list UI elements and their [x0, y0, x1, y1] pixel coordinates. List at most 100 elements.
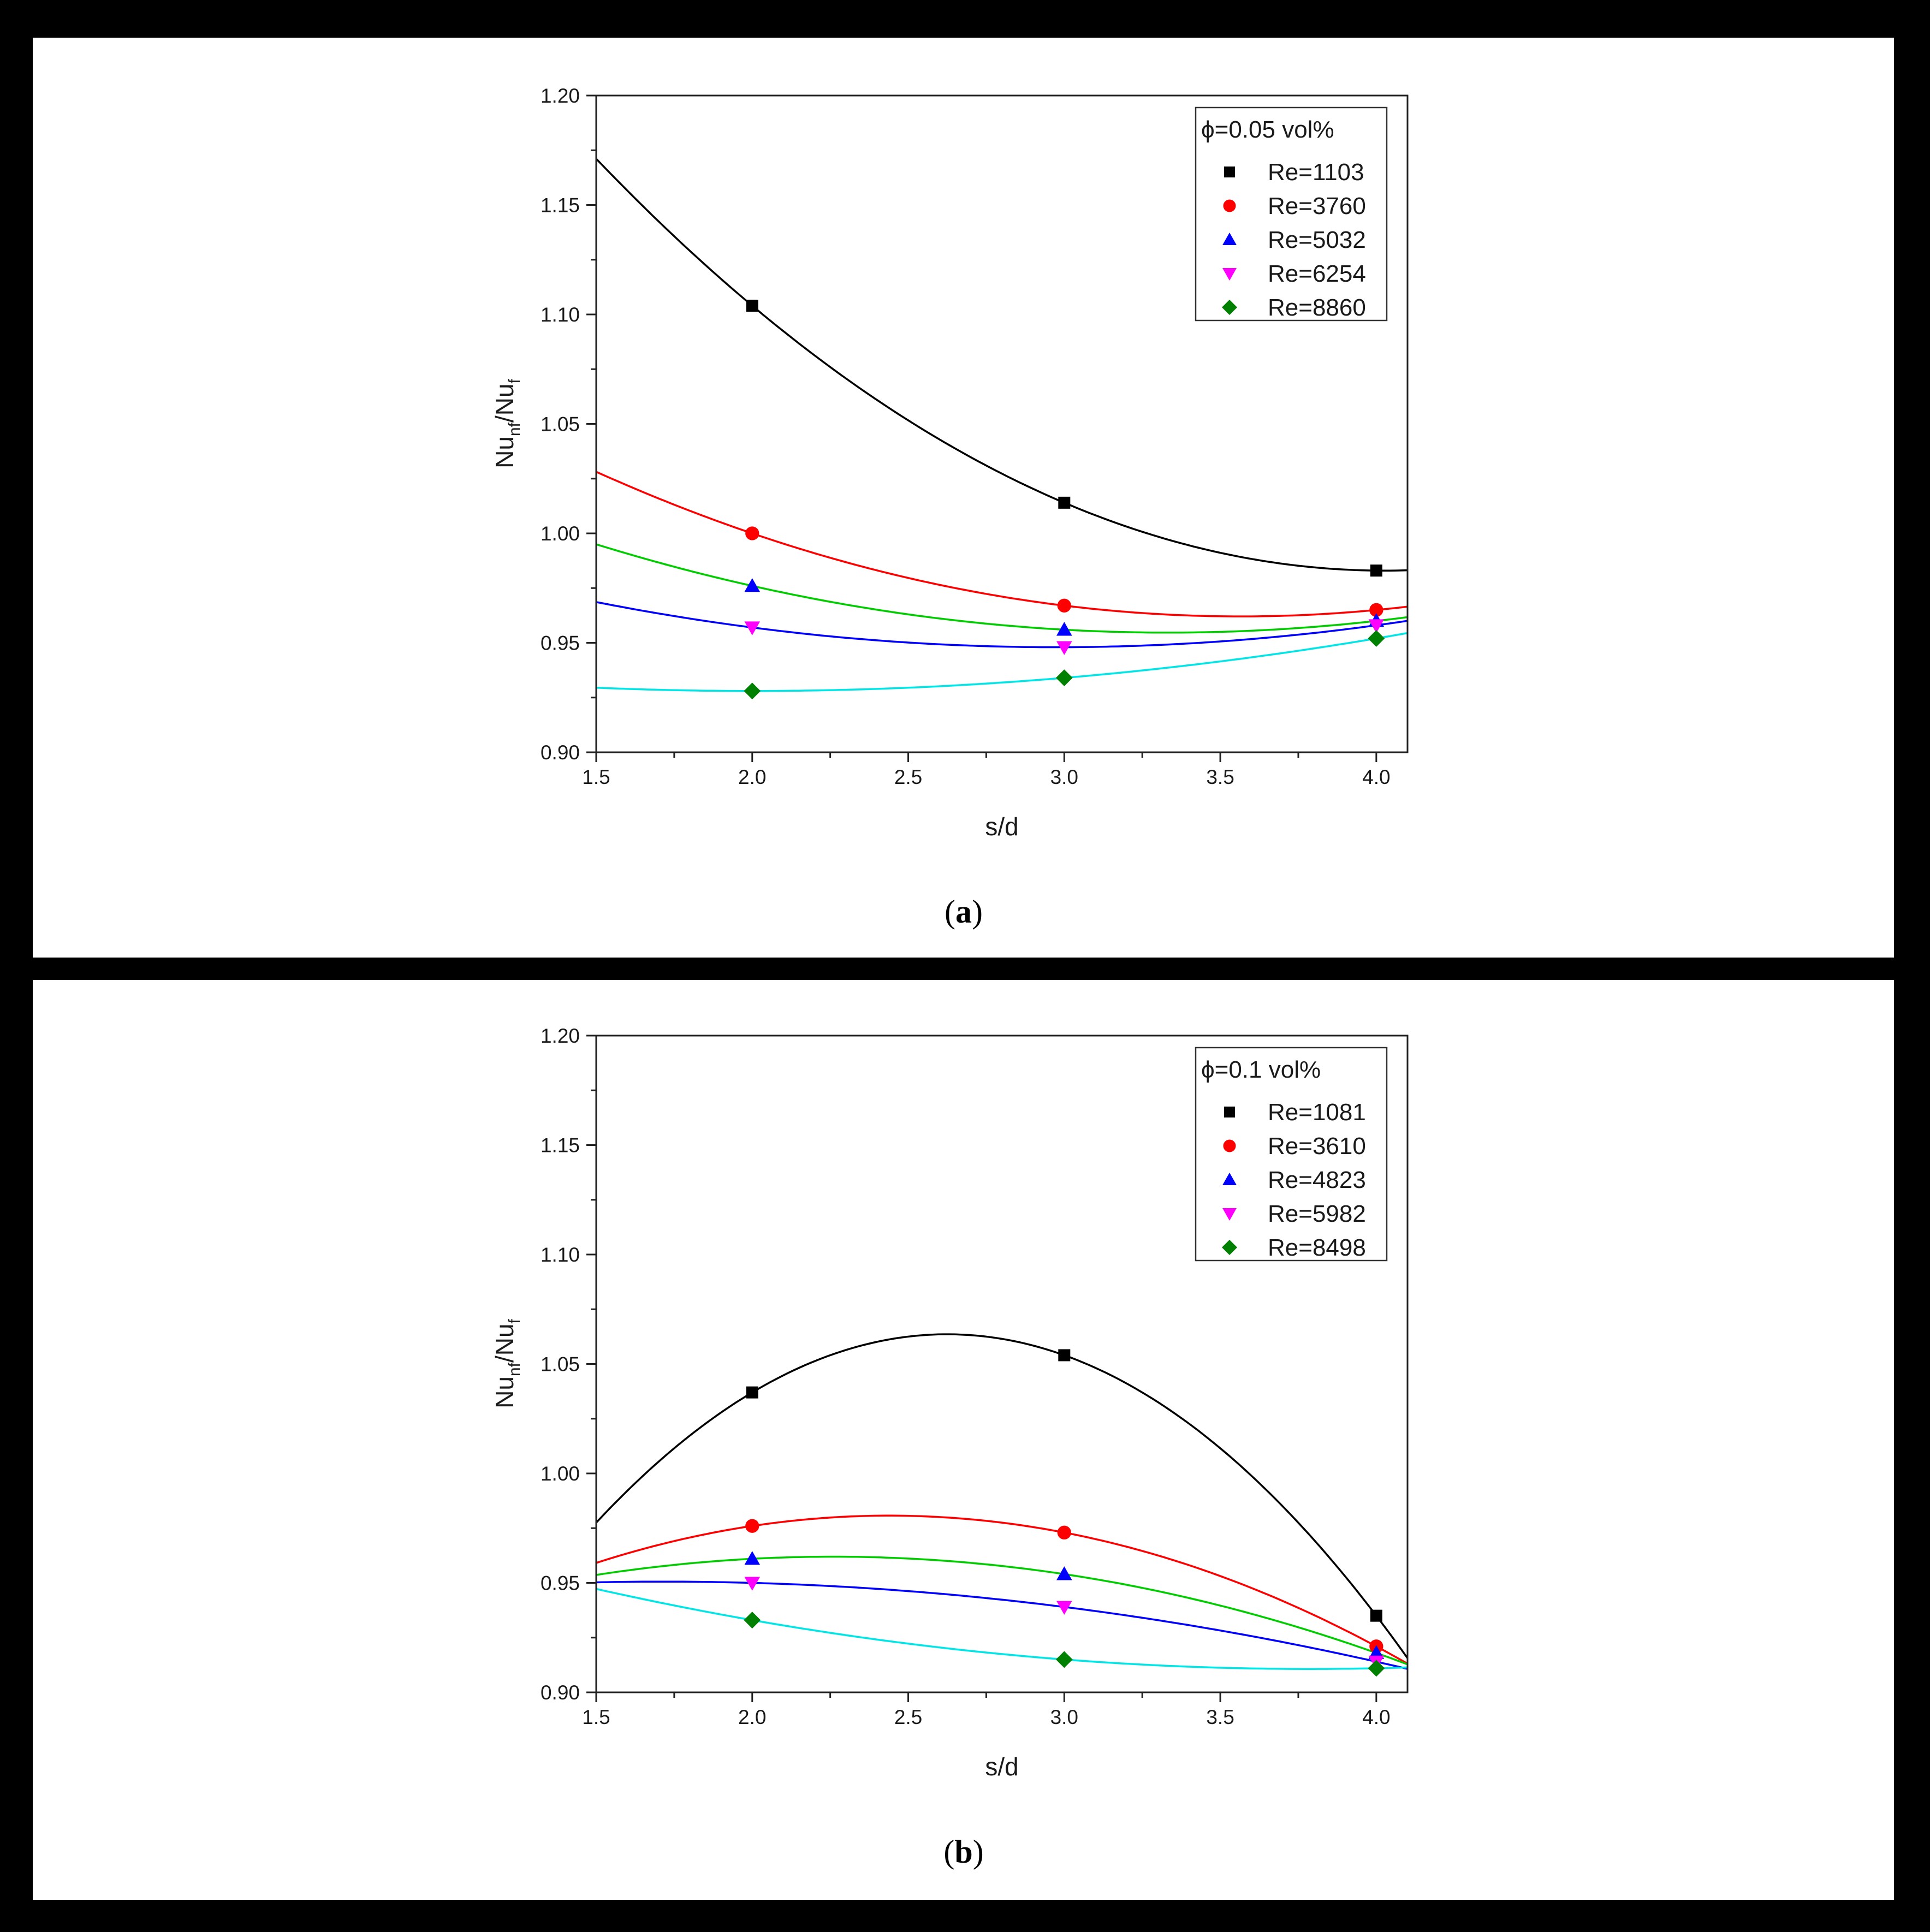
y-tick-label: 0.95 — [541, 1572, 580, 1595]
data-point-Re=1103 — [1370, 564, 1382, 577]
legend-box — [1195, 1047, 1388, 1262]
data-markers — [744, 1349, 1385, 1677]
y-axis-title: Nunf/Nuf — [490, 378, 524, 468]
data-point-Re=4823 — [1368, 1645, 1385, 1659]
data-point-Re=8860 — [744, 682, 761, 700]
data-point-Re=1081 — [746, 1386, 758, 1399]
legend-marker-Re=3610 — [1223, 1139, 1236, 1152]
legend-label: Re=6254 — [1268, 260, 1366, 287]
x-tick-label: 2.0 — [738, 1706, 766, 1728]
chart-panel-a: 0.90 0.95 1.00 1.05 1.10 1.15 1.20 1.5 2.0 2.5 3.… — [490, 85, 1409, 930]
y-axis-title-main: Nu — [490, 436, 519, 468]
x-tick-label: 2.0 — [738, 766, 766, 788]
x-tick-label: 1.5 — [582, 1706, 610, 1728]
caption-open: ( — [943, 1834, 954, 1870]
data-point-Re=4823 — [1056, 1566, 1072, 1580]
panel-caption: (b) — [943, 1834, 983, 1870]
y-tick-label: 1.10 — [541, 1244, 580, 1266]
data-point-Re=8860 — [1055, 669, 1073, 687]
data-point-Re=8498 — [1055, 1651, 1073, 1668]
fit-curve-Re=8498 — [596, 1588, 1408, 1670]
legend-marker-Re=8498 — [1222, 1240, 1237, 1255]
legend-marker-Re=4823 — [1222, 1173, 1237, 1185]
fit-curve-Re=5982 — [596, 1580, 1408, 1670]
data-point-Re=1081 — [1058, 1349, 1071, 1362]
fit-curve-Re=1081 — [596, 1333, 1408, 1659]
axis-ticks — [586, 94, 1377, 762]
caption-close: ) — [973, 1834, 984, 1870]
y-axis-title-mid: /Nu — [490, 383, 519, 423]
data-point-Re=6254 — [1368, 619, 1385, 633]
legend-marker-Re=1081 — [1224, 1107, 1235, 1117]
data-point-Re=3760 — [745, 526, 759, 540]
legend-marker-Re=1103 — [1224, 167, 1235, 177]
data-point-Re=5982 — [1056, 1601, 1072, 1615]
x-tick-label: 3.0 — [1050, 766, 1078, 788]
chart-panel-b: 0.90 0.95 1.00 1.05 1.10 1.15 1.20 1.5 2.0 2.5 3.… — [490, 1025, 1409, 1870]
x-tick-label: 4.0 — [1362, 1706, 1390, 1728]
data-point-Re=5032 — [1056, 622, 1072, 636]
caption-close: ) — [972, 894, 983, 930]
x-tick-label: 2.5 — [894, 1706, 922, 1728]
y-tick-label: 1.00 — [541, 522, 580, 545]
x-axis-title: s/d — [985, 1752, 1018, 1781]
x-tick-label: 3.5 — [1206, 1706, 1234, 1728]
data-point-Re=8860 — [1368, 630, 1385, 647]
x-tick-label: 4.0 — [1362, 766, 1390, 788]
y-axis-title-sub2: f — [506, 378, 524, 383]
data-point-Re=5982 — [744, 1577, 761, 1591]
legend-items: Re=1081 Re=3610 Re=4823 Re=5982 Re=8498 — [1222, 1099, 1366, 1261]
y-tick-label: 1.05 — [541, 413, 580, 436]
legend-items: Re=1103 Re=3760 Re=5032 Re=6254 Re=8860 — [1222, 159, 1366, 321]
x-tick-label: 3.0 — [1050, 1706, 1078, 1728]
fit-curves — [596, 158, 1408, 692]
y-tick-label: 1.05 — [541, 1353, 580, 1376]
fit-curve-Re=6254 — [596, 601, 1408, 649]
data-point-Re=4823 — [744, 1551, 761, 1565]
data-point-Re=3610 — [745, 1519, 759, 1533]
y-tick-labels: 0.90 0.95 1.00 1.05 1.10 1.15 1.20 — [541, 1025, 580, 1704]
legend: ϕ=0.1 vol% Re=1081Re=3610Re=4823Re=5982R… — [1195, 1047, 1388, 1262]
axis-ticks — [586, 1035, 1377, 1702]
x-tick-label: 2.5 — [894, 766, 922, 788]
legend-marker-Re=5982 — [1222, 1208, 1237, 1221]
y-axis-title-main: Nu — [490, 1376, 519, 1408]
x-tick-label: 1.5 — [582, 766, 610, 788]
x-tick-labels: 1.5 2.0 2.5 3.0 3.5 4.0 — [582, 1706, 1390, 1728]
legend-marker-Re=5032 — [1222, 233, 1237, 245]
data-markers — [744, 299, 1385, 700]
y-axis-title-sub1: nf — [506, 422, 524, 436]
data-point-Re=1103 — [1058, 496, 1071, 509]
y-tick-label: 1.15 — [541, 1134, 580, 1157]
legend-label: Re=3610 — [1268, 1133, 1366, 1160]
y-tick-label: 1.10 — [541, 304, 580, 326]
data-point-Re=3610 — [1057, 1525, 1071, 1539]
legend-label: Re=4823 — [1268, 1167, 1366, 1193]
caption-letter: a — [955, 894, 972, 930]
y-axis-title-sub2: f — [506, 1318, 524, 1323]
y-axis-title-mid: /Nu — [490, 1323, 519, 1363]
panel-b-background — [33, 980, 1894, 1900]
legend-marker-Re=8860 — [1222, 300, 1237, 315]
data-point-Re=8498 — [1368, 1660, 1385, 1677]
legend-label: Re=5982 — [1268, 1200, 1366, 1227]
y-tick-label: 1.15 — [541, 194, 580, 217]
x-tick-labels: 1.5 2.0 2.5 3.0 3.5 4.0 — [582, 766, 1390, 788]
fit-curve-Re=1103 — [596, 158, 1408, 572]
data-point-Re=1103 — [746, 299, 758, 312]
fit-curve-Re=8860 — [596, 632, 1408, 692]
plot-frame — [595, 94, 1409, 753]
data-point-Re=5032 — [744, 578, 761, 592]
y-tick-label: 0.90 — [541, 1681, 580, 1704]
legend: ϕ=0.05 vol% Re=1103 Re=3760 Re=5032 Re=6254… — [1195, 106, 1388, 322]
legend-title: ϕ=0.1 vol% — [1201, 1056, 1321, 1083]
data-point-Re=3760 — [1369, 603, 1383, 617]
fit-curve-Re=4823 — [596, 1555, 1408, 1666]
legend-label: Re=1103 — [1268, 159, 1364, 186]
y-tick-label: 0.90 — [541, 741, 580, 764]
legend-label: Re=8860 — [1268, 294, 1366, 321]
fit-curve-Re=3610 — [596, 1514, 1408, 1665]
caption-open: ( — [945, 894, 955, 930]
panel-caption: (a) — [945, 894, 983, 930]
